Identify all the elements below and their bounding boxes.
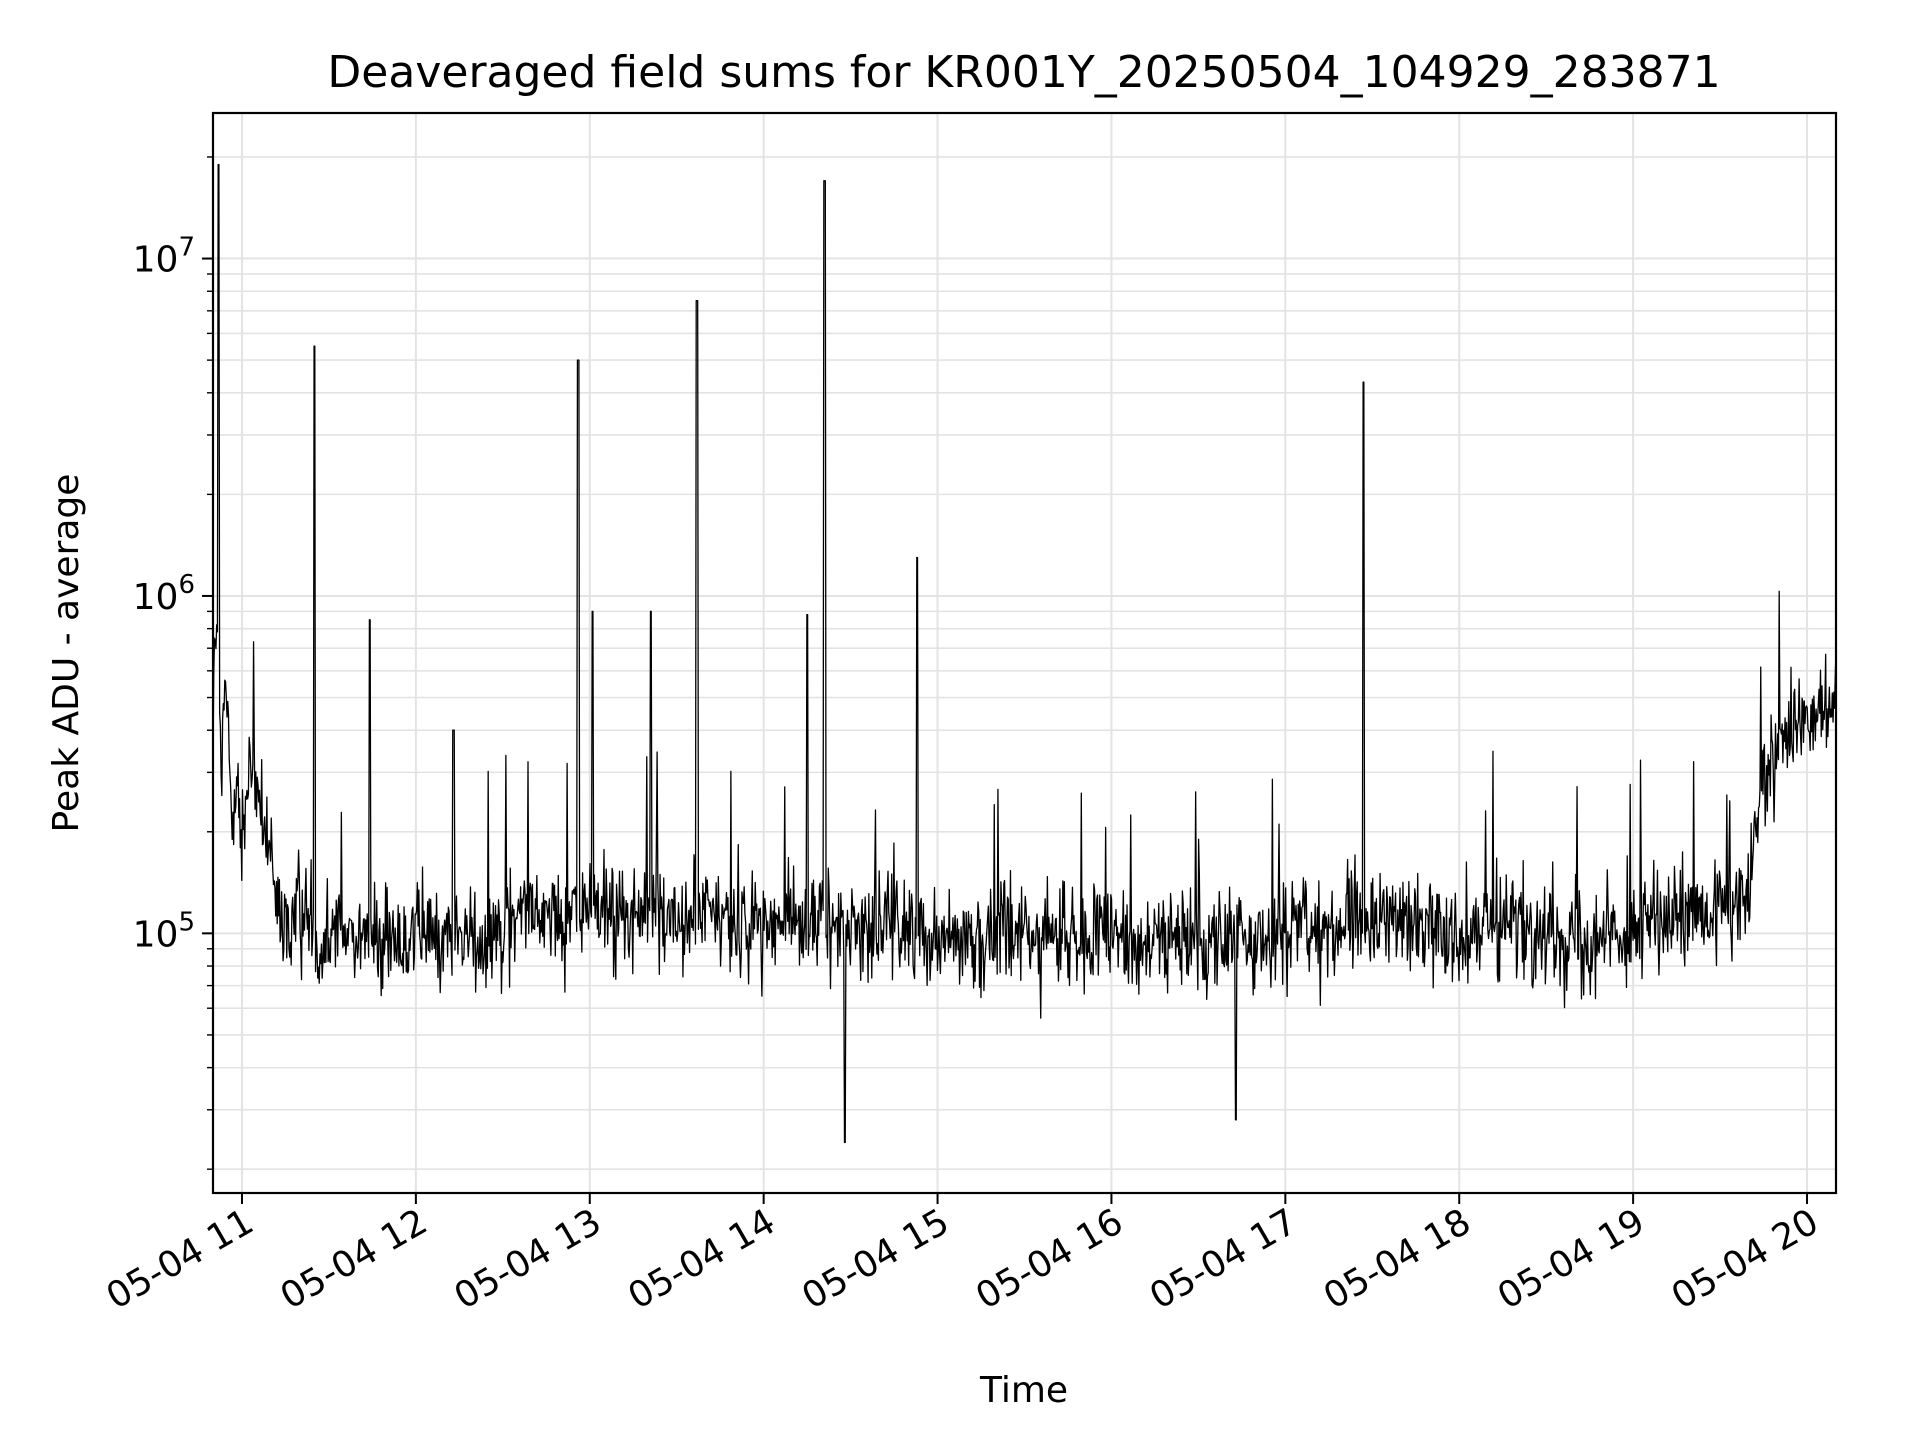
x-tick-label: 05-04 13 [448, 1201, 609, 1317]
x-tick-label: 05-04 11 [100, 1201, 261, 1317]
plot-frame [211, 111, 1838, 1195]
grid [213, 113, 1836, 1193]
x-tick-label: 05-04 14 [621, 1201, 782, 1317]
chart-title: Deaveraged field sums for KR001Y_2025050… [327, 47, 1720, 98]
y-axis-label: Peak ADU - average [46, 474, 87, 833]
x-tick-label: 05-04 20 [1665, 1201, 1826, 1317]
x-axis-label: Time [979, 1370, 1068, 1411]
x-tick-label: 05-04 15 [795, 1201, 956, 1317]
x-tick-label: 05-04 18 [1317, 1201, 1478, 1317]
x-tick-label: 05-04 16 [969, 1201, 1130, 1317]
y-tick-label: 105 [133, 907, 195, 955]
y-tick-label: 107 [133, 233, 195, 281]
x-axis: 05-04 11 05-04 12 05-04 13 05-04 14 05-04 15… [100, 1193, 1826, 1318]
y-tick-label: 106 [133, 570, 195, 618]
series-line [212, 163, 1837, 1144]
x-tick-label: 05-04 17 [1143, 1201, 1304, 1317]
x-tick-label: 05-04 19 [1491, 1201, 1652, 1317]
x-tick-label: 05-04 12 [274, 1201, 435, 1317]
y-axis: 105 106 107 [133, 156, 213, 1170]
